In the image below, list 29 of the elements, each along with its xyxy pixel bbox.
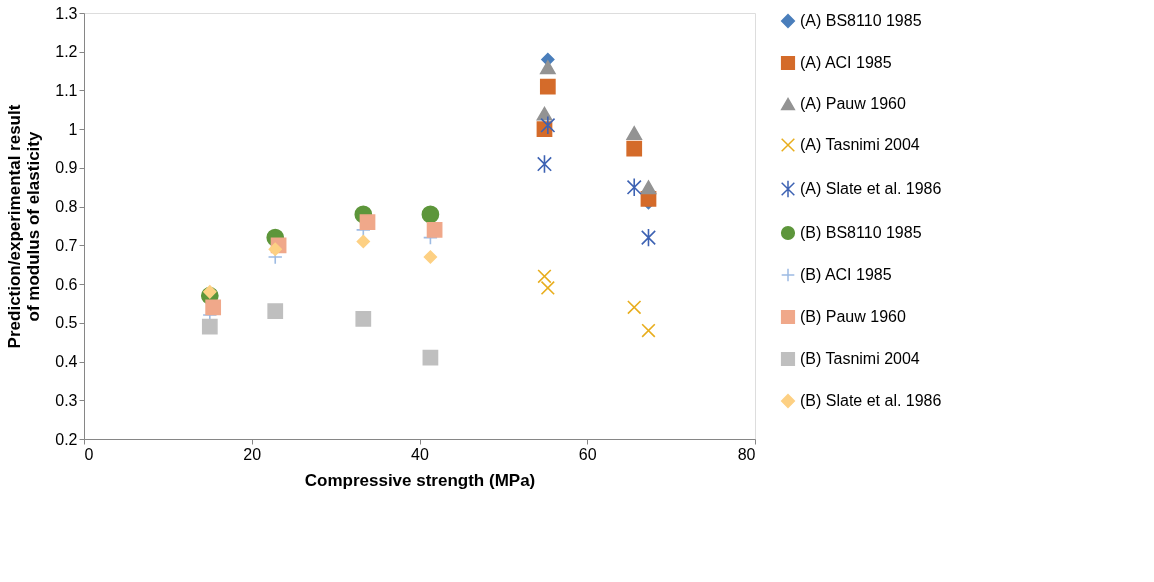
y-tick-label: 0.2 [55, 430, 78, 448]
y-tick-label: 0.9 [55, 159, 78, 177]
y-tick-label: 1.1 [55, 81, 78, 99]
y-tick-label: 0.4 [55, 353, 78, 371]
x-tick-label: 40 [411, 445, 429, 463]
legend-label: (B) Slate et al. 1986 [800, 392, 942, 409]
y-tick-label: 0.7 [55, 236, 78, 254]
legend-label: (A) Tasnimi 2004 [800, 136, 920, 153]
legend-label: (A) Slate et al. 1986 [800, 180, 942, 197]
legend-label: (B) Pauw 1960 [800, 308, 906, 325]
legend-label: (A) ACI 1985 [800, 54, 892, 71]
y-tick-label: 1.2 [55, 43, 78, 61]
y-axis-title: Prediction/experimental result of modulus of elasticity [5, 104, 44, 349]
y-tick-label: 0.5 [55, 314, 78, 332]
legend-label: (A) BS8110 1985 [800, 12, 922, 29]
legend-label: (B) ACI 1985 [800, 266, 892, 283]
y-tick-label: 0.6 [55, 275, 78, 293]
legend-label: (B) Tasnimi 2004 [800, 350, 920, 367]
y-tick-label: 1.3 [55, 4, 78, 22]
x-tick-label: 80 [737, 445, 756, 463]
y-tick-label: 0.3 [55, 391, 78, 409]
legend-label: (A) Pauw 1960 [800, 95, 906, 112]
x-tick-label: 60 [578, 445, 597, 463]
x-tick-label: 20 [243, 445, 262, 463]
y-tick-label: 1 [68, 120, 78, 138]
x-axis-title: Compressive strength (MPa) [304, 470, 536, 490]
legend-label: (B) BS8110 1985 [800, 224, 922, 241]
y-tick-label: 0.8 [55, 198, 78, 216]
x-tick-label: 0 [84, 445, 94, 463]
